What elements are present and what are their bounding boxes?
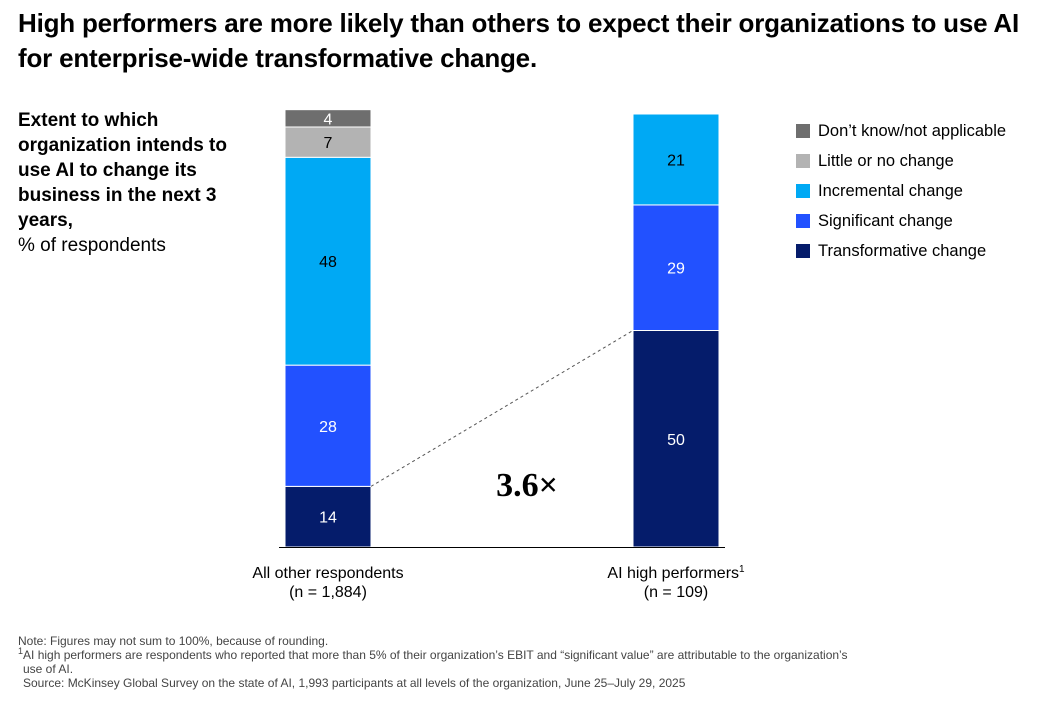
bar-segment-incremental-change (632, 113, 720, 206)
comparison-connector (370, 330, 634, 487)
chart-notes: Note: Figures may not sum to 100%, becau… (18, 634, 1038, 690)
bar-segment-little-or-no-change (284, 126, 372, 158)
chart-subtitle: Extent to which organization intends to … (18, 108, 248, 258)
legend-label: Don’t know/not applicable (818, 121, 1007, 140)
chart-title: High performers are more likely than oth… (18, 8, 1020, 73)
footnote-text: 1AI high performers are respondents who … (18, 646, 848, 663)
legend-swatch (796, 124, 810, 138)
data-label: 28 (319, 419, 337, 436)
legend-item-dont-know: Don’t know/not applicable (796, 116, 1006, 146)
legend-swatch (796, 214, 810, 228)
note-text: Note: Figures may not sum to 100%, becau… (18, 634, 329, 648)
footnote-marker: 1 (18, 646, 24, 656)
data-label: 7 (324, 135, 333, 152)
data-label: 14 (319, 510, 337, 527)
chart-legend: Don’t know/not applicable Little or no c… (796, 116, 1006, 266)
legend-swatch (796, 184, 810, 198)
legend-swatch (796, 244, 810, 258)
legend-label: Incremental change (818, 181, 963, 200)
bar-segment-significant-change (284, 364, 372, 487)
bar-segment-incremental-change (284, 156, 372, 366)
bar-segment-significant-change (632, 204, 720, 331)
subtitle-description: Extent to which organization intends to … (18, 110, 227, 231)
bar-segment-transformative-change (632, 330, 720, 548)
data-label: 48 (319, 254, 337, 271)
footnote-continuation: use of AI. (23, 662, 74, 676)
data-label: 4 (324, 111, 333, 128)
data-label: 21 (667, 152, 685, 169)
legend-item-little-or-no-change: Little or no change (796, 146, 1006, 176)
legend-item-transformative-change: Transformative change (796, 236, 1006, 266)
category-label: All other respondents (252, 565, 403, 582)
legend-label: Significant change (818, 211, 953, 230)
source-text: Source: McKinsey Global Survey on the st… (23, 676, 686, 690)
data-label: 50 (667, 432, 685, 449)
data-label: 29 (667, 261, 685, 278)
subtitle-unit: % of respondents (18, 235, 166, 256)
legend-label: Transformative change (818, 241, 987, 260)
category-sublabel: (n = 109) (644, 584, 708, 601)
bar-segment-don-t-know-not-applicable (284, 109, 372, 128)
category-sublabel: (n = 1,884) (289, 584, 367, 601)
legend-item-significant-change: Significant change (796, 206, 1006, 236)
legend-swatch (796, 154, 810, 168)
legend-item-incremental-change: Incremental change (796, 176, 1006, 206)
category-label: AI high performers1 (607, 564, 745, 582)
legend-label: Little or no change (818, 151, 954, 170)
multiplier-annotation: 3.6× (496, 467, 558, 504)
